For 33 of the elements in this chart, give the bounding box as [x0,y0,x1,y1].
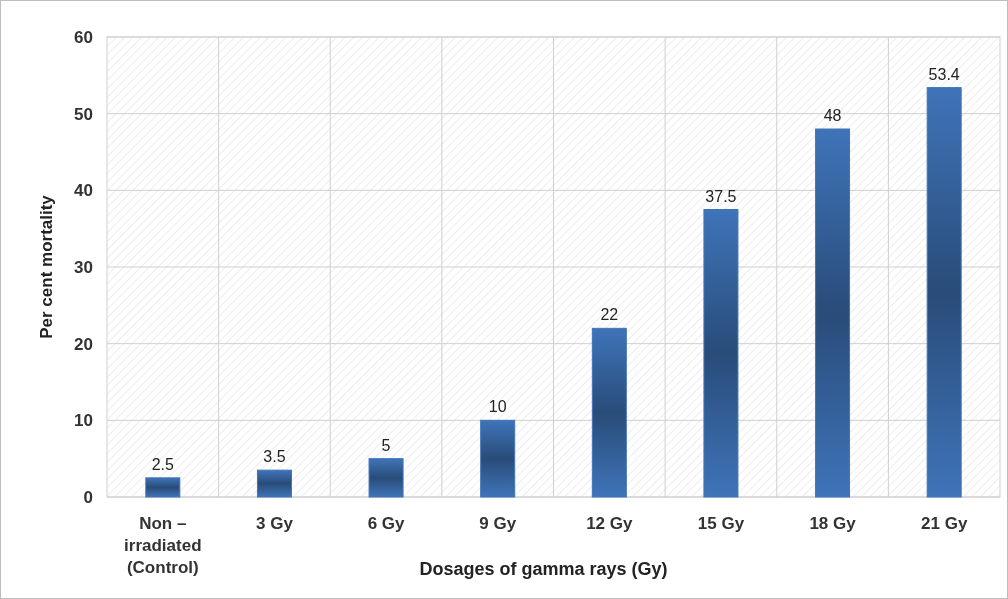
bar [256,469,292,498]
x-tick-label: 3 Gy [256,514,294,533]
y-tick-label: 50 [74,104,93,124]
y-tick-label: 0 [83,487,93,507]
data-label: 3.5 [263,448,286,466]
y-tick-label: 60 [74,27,93,47]
data-label: 37.5 [705,187,737,205]
bar [145,477,181,498]
bar [368,458,404,498]
x-tick-label: 6 Gy [367,514,406,533]
x-axis-title: Dosages of gamma rays (Gy) [419,559,668,579]
bar [480,419,516,498]
data-label: 2.5 [151,455,175,473]
data-label: 53.4 [928,65,960,83]
bar [591,327,627,498]
y-tick-label: 30 [74,257,93,277]
x-tick-label: 15 Gy [697,514,745,533]
bar [815,128,851,498]
x-tick-label: 12 Gy [586,514,634,533]
data-label: 5 [381,436,391,454]
data-label: 48 [823,107,842,124]
bar [926,87,962,498]
x-tick-label: 18 Gy [809,514,857,533]
y-tick-label: 40 [74,181,93,201]
data-label: 10 [488,398,507,416]
data-label: 22 [600,306,619,324]
bar [703,209,739,498]
x-tick-label: Non – irradiated (Control) [124,514,202,577]
x-tick-label: 21 Gy [921,514,968,533]
y-tick-label: 10 [74,411,93,431]
y-axis-title: Per cent mortality [37,194,56,339]
x-tick-label: 9 Gy [479,514,517,533]
y-tick-label: 20 [74,334,93,354]
